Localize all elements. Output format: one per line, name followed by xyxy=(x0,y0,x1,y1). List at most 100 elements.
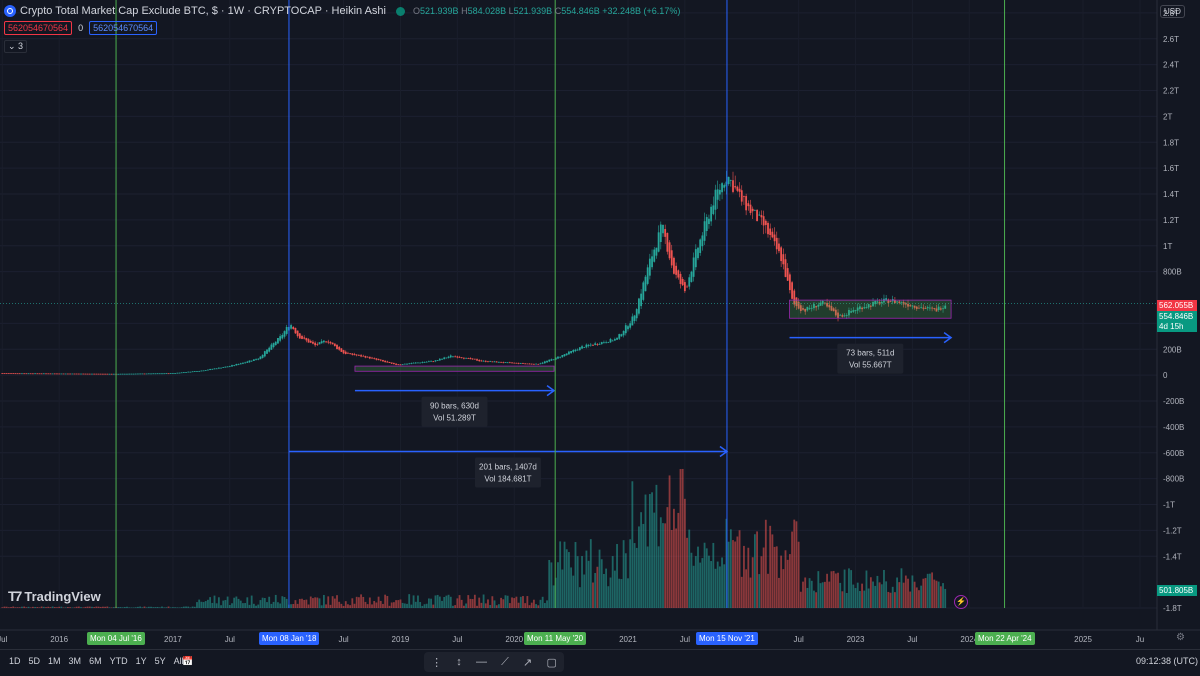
candle-body xyxy=(21,373,23,375)
candle-body xyxy=(423,361,426,363)
timeframe-5y[interactable]: 5Y xyxy=(154,656,166,666)
candle-body xyxy=(883,298,885,303)
volume-bar xyxy=(447,594,450,608)
volume-bar xyxy=(187,606,190,608)
volume-bar xyxy=(104,606,107,608)
arrow-tool-icon[interactable]: ↗ xyxy=(523,656,533,669)
volume-bar xyxy=(804,577,807,608)
volume-bar xyxy=(292,604,295,608)
timeframe-1d[interactable]: 1D xyxy=(9,656,21,666)
candle-body xyxy=(922,307,925,309)
candle-body xyxy=(158,373,161,375)
candle-body xyxy=(808,308,811,309)
volume-bar xyxy=(898,582,901,608)
volume-bar xyxy=(942,583,944,608)
candle-body xyxy=(362,355,365,357)
candle-body xyxy=(294,327,297,334)
currency-button[interactable]: USD xyxy=(1160,5,1185,18)
candle-body xyxy=(867,304,870,308)
candle-body xyxy=(942,308,944,310)
candle-body xyxy=(10,373,12,375)
timeframe-6m[interactable]: 6M xyxy=(89,656,102,666)
collapse-indicators-button[interactable]: ⌄ 3 xyxy=(4,40,28,53)
candle-body xyxy=(84,373,87,375)
range-measurements: 90 bars, 630d Vol 51.289T 201 bars, 1407d V… xyxy=(288,299,953,488)
volume-bar xyxy=(108,607,111,608)
candle-body xyxy=(123,373,126,375)
gear-icon[interactable]: ⚙ xyxy=(1176,632,1185,643)
candle-body xyxy=(209,369,212,371)
candle-body xyxy=(104,373,107,375)
candle-body xyxy=(480,360,483,362)
volume-bar xyxy=(23,606,26,608)
volume-bar xyxy=(473,594,476,608)
volume-bar xyxy=(705,548,708,608)
candle-body xyxy=(578,347,581,351)
candle-body xyxy=(169,373,172,374)
candle-body xyxy=(167,373,170,375)
candle-body xyxy=(694,249,697,268)
volume-bar xyxy=(112,607,115,608)
y-tick-label: 2.2T xyxy=(1163,87,1179,96)
lightning-icon[interactable]: ⚡ xyxy=(954,595,968,609)
candle-body xyxy=(504,362,507,363)
drag-handle-icon[interactable]: ⋮ xyxy=(431,656,443,669)
volume-bar xyxy=(493,600,496,608)
timeframe-3m[interactable]: 3M xyxy=(68,656,82,666)
range-label-box xyxy=(474,457,541,488)
candle-body xyxy=(600,342,603,345)
candle-body xyxy=(854,310,857,312)
utc-clock[interactable]: 09:12:38 (UTC) xyxy=(1136,656,1199,666)
candle-body xyxy=(839,314,842,316)
indicator-zero: 0 xyxy=(78,23,84,33)
volume-bar xyxy=(552,585,555,608)
volume-bar xyxy=(449,596,452,608)
volume-bar xyxy=(14,607,17,608)
trend-line-icon[interactable]: ⟋ xyxy=(501,655,509,668)
volume-bar xyxy=(683,498,686,608)
candle-body xyxy=(589,344,592,346)
horizontal-line-icon[interactable]: — xyxy=(475,656,487,668)
x-tick-label: 2016 xyxy=(50,635,68,644)
volume-bar xyxy=(939,586,942,608)
candle-body xyxy=(443,357,446,360)
symbol-title[interactable]: Crypto Total Market Cap Exclude BTC, $ ·… xyxy=(20,5,386,17)
x-tick-label: Jul xyxy=(338,635,348,644)
tradingview-logo[interactable]: T7 TradingView xyxy=(8,588,101,604)
candle-body xyxy=(355,354,358,356)
volume-bar xyxy=(331,596,334,608)
volume-bar xyxy=(360,594,362,608)
candle-body xyxy=(417,362,419,364)
rectangle-tool-icon[interactable]: ▢ xyxy=(546,656,557,669)
volume-bar xyxy=(476,605,478,608)
volume-bar xyxy=(347,604,349,608)
candle-body xyxy=(252,359,255,361)
candle-body xyxy=(620,334,623,337)
candle-body xyxy=(703,221,706,241)
candle-body xyxy=(436,360,439,361)
candle-body xyxy=(399,364,402,366)
timeframe-ytd[interactable]: YTD xyxy=(109,656,128,666)
candle-body xyxy=(471,358,474,360)
candle-body xyxy=(668,242,671,259)
volume-bar xyxy=(539,599,542,608)
bottom-toolbar xyxy=(0,649,1200,676)
candle-body xyxy=(585,344,588,348)
volume-bar xyxy=(482,594,485,608)
candle-body xyxy=(552,359,555,361)
timeframe-all[interactable]: All xyxy=(173,656,184,666)
chart-header: Crypto Total Market Cap Exclude BTC, $ ·… xyxy=(4,3,684,19)
timeframe-1y[interactable]: 1Y xyxy=(135,656,147,666)
candle-body xyxy=(865,307,868,308)
candle-body xyxy=(64,373,67,375)
cursor-icon[interactable]: ↕ xyxy=(456,656,462,668)
timeframe-1m[interactable]: 1M xyxy=(48,656,61,666)
candle-body xyxy=(285,326,288,334)
candle-body xyxy=(554,357,557,360)
price-chart[interactable]: 90 bars, 630d Vol 51.289T 201 bars, 1407d V… xyxy=(0,0,1200,649)
candle-body xyxy=(268,347,271,352)
date-range-icon[interactable]: 📅 xyxy=(182,656,194,666)
candle-body xyxy=(447,356,450,358)
timeframe-5d[interactable]: 5D xyxy=(28,656,41,666)
candle-body xyxy=(1,373,4,375)
